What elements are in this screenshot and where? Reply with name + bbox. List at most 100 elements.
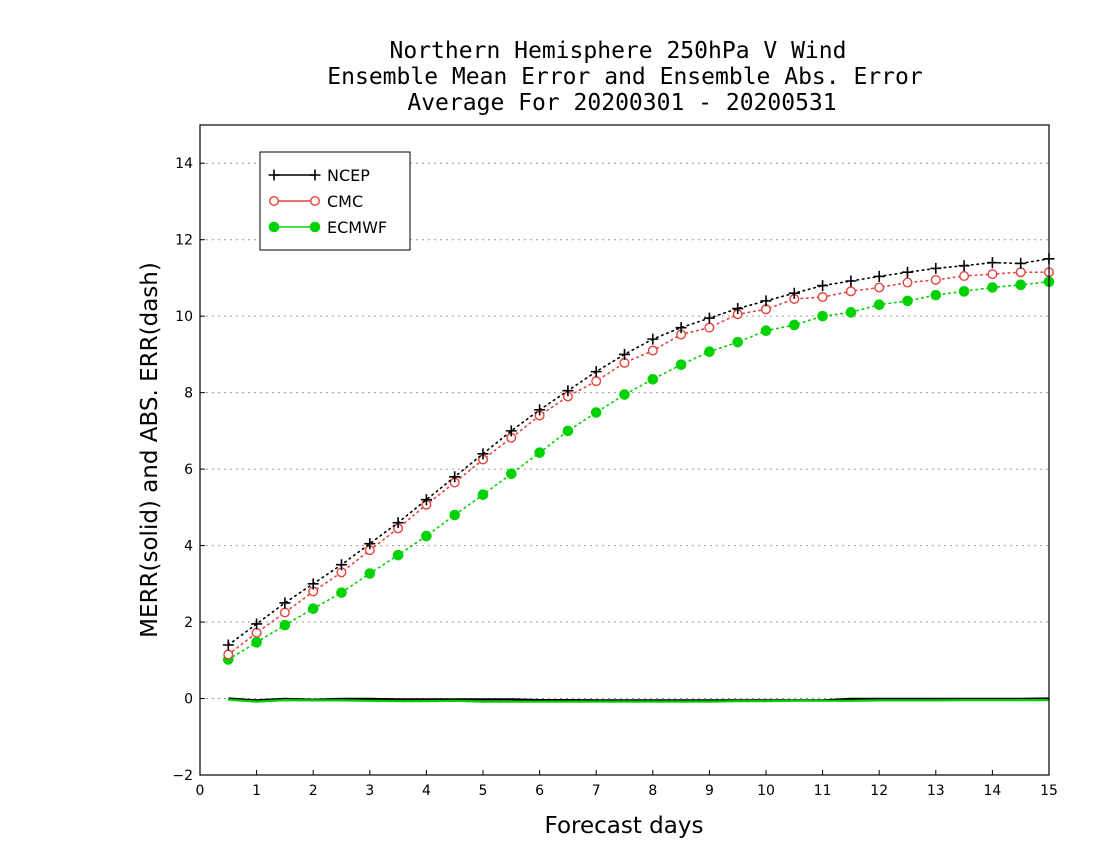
x-tick-label: 6 xyxy=(535,783,544,799)
y-tick-label: 4 xyxy=(184,539,193,555)
x-tick-label: 14 xyxy=(983,783,1001,799)
y-tick-label: −2 xyxy=(172,768,193,784)
ecmwf-abs-error-point xyxy=(364,568,376,579)
ecmwf-abs-error-point xyxy=(279,619,291,631)
ecmwf-mean-error-line xyxy=(228,698,1049,703)
x-tick-label: 13 xyxy=(927,783,945,799)
legend-label-cmc: CMC xyxy=(327,192,363,211)
ecmwf-abs-error-point xyxy=(704,346,715,358)
chart-title-line-3: Average For 20200301 - 20200531 xyxy=(407,90,836,116)
ecmwf-abs-error-point xyxy=(902,295,913,307)
x-tick-label: 9 xyxy=(705,783,714,799)
y-tick-label: 0 xyxy=(184,692,193,708)
cmc-abs-error-point xyxy=(817,292,828,303)
y-tick-label: 10 xyxy=(175,309,193,325)
ncep-abs-error-point xyxy=(505,425,517,437)
ncep-abs-error-point xyxy=(420,494,432,506)
ncep-abs-error-point xyxy=(845,275,857,287)
cmc-abs-error-point xyxy=(279,607,290,618)
x-tick-label: 10 xyxy=(757,783,775,799)
x-tick-label: 1 xyxy=(252,783,261,799)
ecmwf-abs-error-point xyxy=(336,587,347,598)
ncep-abs-error-point xyxy=(279,597,291,609)
cmc-abs-error-point xyxy=(987,269,998,280)
x-tick-label: 5 xyxy=(479,783,488,799)
legend-label-ecmwf: ECMWF xyxy=(327,218,387,237)
ecmwf-abs-error-point xyxy=(760,325,772,337)
cmc-abs-error-point xyxy=(902,277,913,288)
ncep-abs-error-point xyxy=(307,578,319,590)
ecmwf-abs-error-point xyxy=(647,373,659,385)
legend-marker-ecmwf xyxy=(309,221,321,233)
ncep-abs-error-point xyxy=(647,333,659,345)
ncep-abs-error-point xyxy=(817,280,829,292)
gridlines xyxy=(200,162,1049,776)
ncep-abs-error-point xyxy=(562,385,574,397)
ecmwf-abs-error-point xyxy=(562,425,574,437)
ecmwf-abs-error-point xyxy=(505,468,517,480)
legend: NCEP CMC ECMWF xyxy=(259,151,411,251)
ncep-abs-error-point xyxy=(222,639,234,651)
ncep-abs-error-point xyxy=(703,312,715,324)
x-tick-label: 0 xyxy=(196,783,205,799)
ncep-abs-error-point xyxy=(477,448,489,460)
ecmwf-abs-error-point xyxy=(958,286,970,297)
y-tick-label: 14 xyxy=(175,156,193,172)
cmc-abs-error-point xyxy=(251,627,262,638)
cmc-abs-error-point xyxy=(704,322,715,333)
x-axis-title: Forecast days xyxy=(545,813,704,839)
plot-frame xyxy=(199,124,1050,776)
ecmwf-abs-error-line xyxy=(227,280,1050,661)
ncep-abs-error-point xyxy=(902,266,913,278)
ncep-abs-error-point xyxy=(930,262,942,274)
ecmwf-abs-error-point xyxy=(392,549,404,561)
series-layer xyxy=(222,253,1055,703)
ncep-abs-error-point xyxy=(364,538,376,550)
ncep-abs-error-point xyxy=(619,348,630,360)
ncep-abs-error-point xyxy=(449,471,461,483)
chart-title-line-1: Northern Hemisphere 250hPa V Wind xyxy=(390,38,847,64)
ecmwf-abs-error-point xyxy=(307,603,319,614)
ncep-abs-error-point xyxy=(1015,257,1027,269)
ncep-abs-error-point xyxy=(732,303,744,315)
ncep-abs-error-point xyxy=(760,295,772,307)
ncep-mean-error-line xyxy=(228,697,1050,702)
ecmwf-abs-error-point xyxy=(534,447,545,458)
ecmwf-abs-error-point xyxy=(251,637,262,648)
ecmwf-abs-error-point xyxy=(873,299,885,311)
y-tick-label: 8 xyxy=(184,386,193,402)
x-tick-label: 7 xyxy=(592,783,601,799)
x-tick-label: 3 xyxy=(365,783,374,799)
x-tick-label: 11 xyxy=(814,783,832,799)
chart-title-line-2: Ensemble Mean Error and Ensemble Abs. Er… xyxy=(327,64,922,90)
ncep-abs-error-point xyxy=(251,618,263,630)
ecmwf-abs-error-point xyxy=(845,307,857,318)
cmc-abs-error-point xyxy=(647,345,658,356)
cmc-abs-error-point xyxy=(874,282,885,293)
ncep-abs-error-point xyxy=(675,322,687,334)
ncep-abs-error-point xyxy=(534,404,546,416)
y-tick-label: 2 xyxy=(184,615,193,631)
ncep-abs-error-point xyxy=(336,559,347,571)
legend-marker-cmc xyxy=(269,195,280,206)
x-tick-label: 8 xyxy=(648,783,657,799)
cmc-abs-error-point xyxy=(1015,267,1026,278)
ncep-abs-error-point xyxy=(958,260,970,272)
y-axis-title: MERR(solid) and ABS. ERR(dash) xyxy=(137,262,163,638)
ecmwf-abs-error-point xyxy=(987,282,998,293)
ecmwf-abs-error-point xyxy=(675,359,687,371)
cmc-abs-error-line xyxy=(227,271,1050,656)
ecmwf-abs-error-point xyxy=(1015,279,1027,291)
ncep-abs-error-point xyxy=(392,517,404,529)
legend-marker-ecmwf xyxy=(268,221,280,233)
cmc-abs-error-point xyxy=(223,649,234,660)
ecmwf-abs-error-point xyxy=(788,319,800,331)
y-tick-label: 12 xyxy=(175,233,193,249)
legend-marker-cmc xyxy=(310,195,321,206)
cmc-abs-error-point xyxy=(930,274,941,285)
cmc-abs-error-point xyxy=(591,376,602,387)
x-tick-label: 2 xyxy=(309,783,318,799)
legend-marker-ncep xyxy=(268,169,280,181)
